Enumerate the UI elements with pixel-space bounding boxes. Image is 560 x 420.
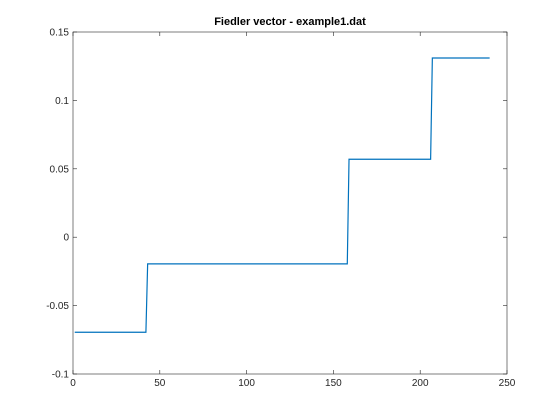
x-tick-label: 100 — [238, 378, 255, 389]
series-line-0 — [74, 57, 490, 333]
x-tick-label: 250 — [499, 378, 516, 389]
x-tick-label: 200 — [412, 378, 429, 389]
y-tick-label: 0 — [63, 233, 69, 244]
series-layer — [74, 57, 490, 333]
x-axis: 0 50 100 150 200 250 — [70, 32, 516, 389]
y-tick-label: 0.1 — [55, 96, 69, 107]
y-tick-label: 0.05 — [50, 164, 70, 175]
plot-area — [73, 32, 507, 374]
x-tick-label: 50 — [154, 378, 166, 389]
y-axis: -0.1 -0.05 0 0.05 0.1 0.15 — [46, 28, 507, 381]
x-tick-label: 0 — [70, 378, 76, 389]
y-tick-label: 0.15 — [50, 28, 70, 39]
x-tick-label: 150 — [325, 378, 342, 389]
y-tick-label: -0.05 — [46, 301, 69, 312]
chart-title: Fiedler vector - example1.dat — [214, 16, 366, 28]
axes-box — [72, 31, 508, 375]
y-tick-label: -0.1 — [52, 370, 70, 381]
